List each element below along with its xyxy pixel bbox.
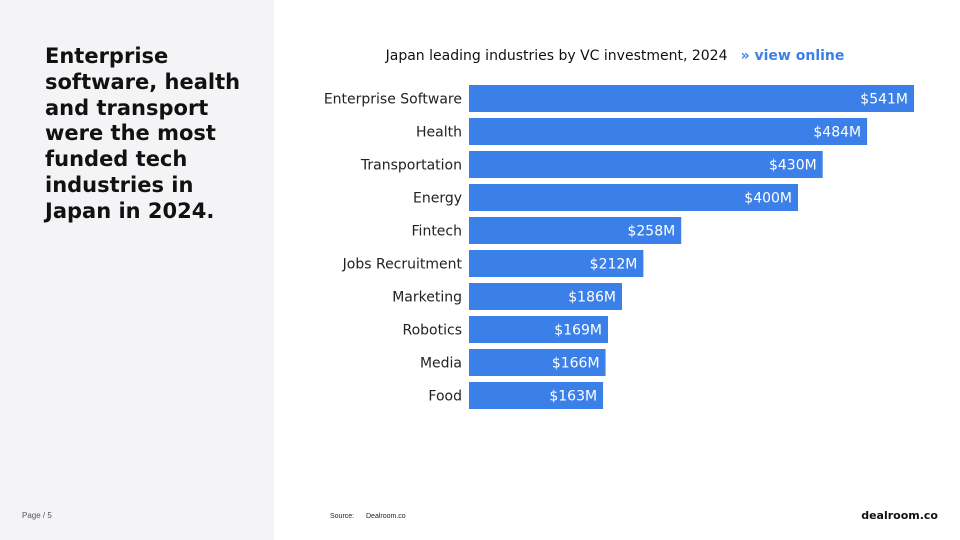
bar-energy [469,184,799,211]
chart-title: Japan leading industries by VC investmen… [385,48,728,64]
category-label: Food [428,389,462,405]
category-label: Energy [413,191,462,207]
value-label: $163M [549,389,597,405]
left-panel: Enterprise software, health and transpor… [0,0,274,540]
value-label: $212M [590,257,638,273]
bar-health [469,118,868,145]
value-label: $430M [769,158,817,174]
brand-logo: dealroom.co [861,509,938,522]
chart-header: Japan leading industries by VC investmen… [300,45,930,64]
value-label: $186M [568,290,616,306]
headline: Enterprise software, health and transpor… [45,44,241,223]
category-label: Health [416,125,462,141]
value-label: $400M [744,191,792,207]
category-label: Transportation [360,158,462,174]
category-label: Media [420,356,462,372]
value-label: $484M [813,125,861,141]
value-label: $169M [554,323,602,339]
bar-fintech [469,217,682,244]
category-label: Fintech [412,224,462,240]
category-label: Robotics [403,323,463,339]
value-label: $166M [552,356,600,372]
source-value: Dealroom.co [366,513,406,520]
value-label: $541M [860,92,908,108]
category-label: Jobs Recruitment [342,257,463,273]
category-label: Marketing [392,290,462,306]
source-label: Source: [330,513,355,520]
bar-marketing [469,283,622,310]
bar-media [469,349,606,376]
view-online-link[interactable]: » view online [740,48,845,64]
bar-transportation [469,151,823,178]
category-label: Enterprise Software [324,92,462,108]
bar-robotics [469,316,609,343]
bar-enterprise-software [469,85,914,112]
value-label: $258M [627,224,675,240]
bar-food [469,382,604,409]
page-number: Page / 5 [22,511,52,520]
bar-jobs-recruitment [469,250,644,277]
